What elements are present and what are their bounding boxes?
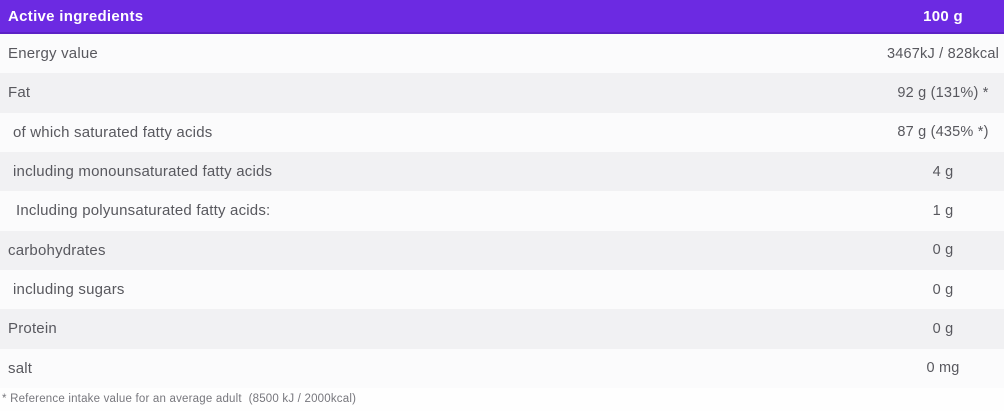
table-row: salt 0 mg	[0, 348, 1004, 388]
table-row: including monounsaturated fatty acids 4 …	[0, 151, 1004, 192]
row-value-sugars: 0 g	[932, 281, 954, 298]
row-label-saturated-fatty-acids: of which saturated fatty acids	[13, 123, 213, 141]
table-row: including sugars 0 g	[0, 269, 1004, 310]
table-row: Fat 92 g (131%) *	[0, 73, 1004, 113]
row-value-energy-value: 3467kJ / 828kcal	[886, 45, 1000, 62]
table-row: Protein 0 g	[0, 309, 1004, 349]
row-label-monounsaturated-fatty-acids: including monounsaturated fatty acids	[13, 163, 273, 181]
reference-intake-footnote: * Reference intake value for an average …	[0, 387, 1004, 411]
table-header-amount: 100 g	[923, 7, 963, 25]
row-label-carbohydrates: carbohydrates	[8, 241, 106, 259]
table-row: of which saturated fatty acids 87 g (435…	[0, 112, 1004, 152]
table-row: Including polyunsaturated fatty acids: 1…	[0, 191, 1004, 231]
row-value-fat: 92 g (131%) *	[897, 84, 989, 101]
row-label-sugars: including sugars	[13, 281, 125, 299]
row-label-fat: Fat	[8, 84, 31, 102]
row-label-polyunsaturated-fatty-acids: Including polyunsaturated fatty acids:	[16, 202, 271, 220]
row-value-salt: 0 mg	[926, 360, 960, 377]
row-value-monounsaturated-fatty-acids: 4 g	[932, 163, 954, 180]
row-value-carbohydrates: 0 g	[932, 242, 954, 259]
row-value-saturated-fatty-acids: 87 g (435% *)	[897, 124, 989, 141]
row-value-protein: 0 g	[932, 320, 954, 337]
row-label-protein: Protein	[8, 320, 57, 338]
table-row: carbohydrates 0 g	[0, 230, 1004, 270]
table-header-label: Active ingredients	[8, 7, 144, 25]
table-header-row: Active ingredients 100 g	[0, 0, 1004, 34]
row-label-energy-value: Energy value	[8, 45, 98, 63]
table-row: Energy value 3467kJ / 828kcal	[0, 34, 1004, 74]
row-value-polyunsaturated-fatty-acids: 1 g	[932, 202, 954, 219]
row-label-salt: salt	[8, 359, 33, 377]
footnote-text: * Reference intake value for an average …	[2, 393, 357, 406]
